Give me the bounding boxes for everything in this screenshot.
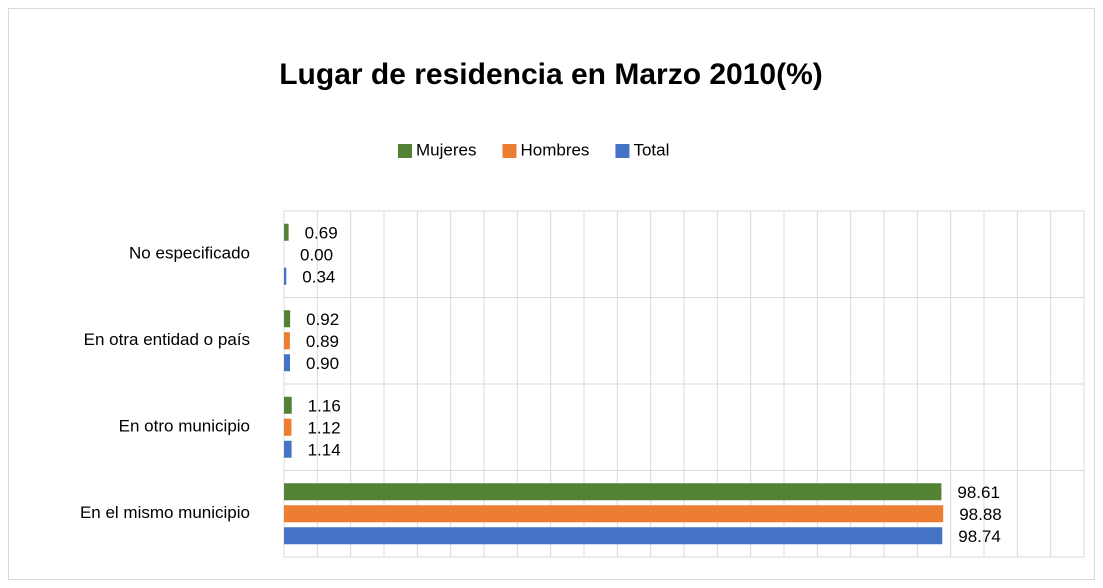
legend-swatch [502,144,517,158]
bar [284,527,943,545]
chart-title: Lugar de residencia en Marzo 2010(%) [279,58,823,91]
data-label: 1.16 [308,397,341,416]
bar [284,310,291,328]
y-tick-label: En otro municipio [119,417,250,436]
y-tick-label: En el mismo municipio [80,503,250,522]
data-label: 98.88 [959,505,1002,524]
legend-label: Hombres [520,140,589,159]
data-label: 0.92 [306,310,339,329]
bar [284,396,292,414]
data-label: 0.00 [300,246,333,265]
legend-label: Mujeres [416,140,476,159]
data-label: 0.69 [305,224,338,243]
data-label: 1.12 [307,419,340,438]
y-tick-label: En otra entidad o país [84,330,250,349]
bar [284,505,944,523]
data-label: 98.74 [958,527,1001,546]
legend-swatch [398,144,412,158]
bar [284,267,287,285]
data-label: 98.61 [957,483,1000,502]
legend-swatch [615,144,630,158]
bar [284,354,290,372]
bar [284,223,289,241]
y-tick-label: No especificado [129,244,250,263]
data-label: 1.14 [308,441,341,460]
legend-label: Total [633,140,669,159]
data-label: 0.89 [306,332,339,351]
bar [284,418,292,436]
bar [284,440,292,458]
data-label: 0.34 [302,268,335,287]
data-label: 0.90 [306,354,339,373]
bar [284,332,290,350]
bar [284,483,942,501]
